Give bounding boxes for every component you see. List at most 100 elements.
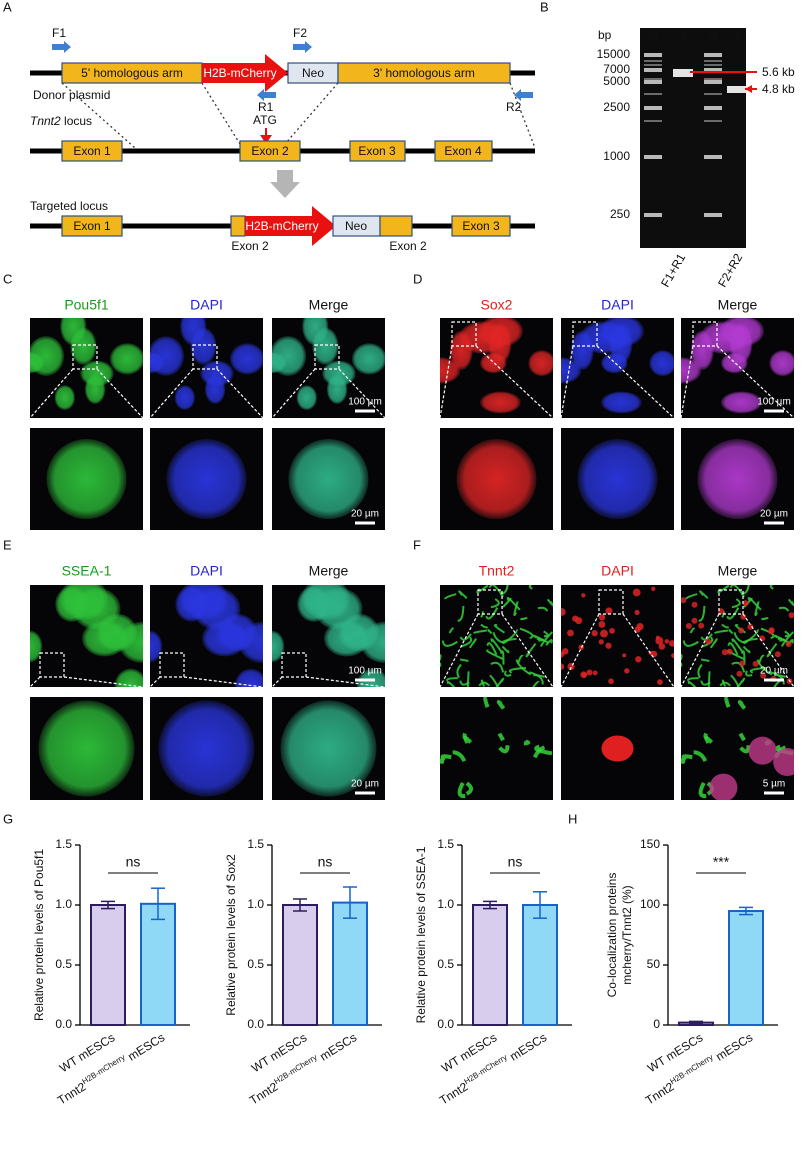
nucleus [740, 613, 747, 620]
fiber [682, 640, 699, 647]
y-axis-label: mcherry/Tnnt2 (%) [620, 885, 634, 984]
y-tick-label: 0 [653, 1017, 660, 1031]
zoom-line [596, 345, 675, 419]
fiber [681, 757, 686, 764]
y-tick-label: 0.0 [55, 1017, 72, 1031]
fiber [520, 616, 528, 621]
colony [55, 586, 88, 622]
fiber [747, 597, 762, 611]
ladder-band [704, 106, 722, 110]
fiber [452, 750, 467, 762]
primer-arrow [293, 41, 312, 53]
nucleus [580, 671, 588, 679]
fiber [773, 634, 790, 644]
nucleus [561, 663, 565, 670]
fiber [504, 670, 512, 677]
fiber [784, 630, 790, 638]
targeted-label: Targeted locus [30, 199, 108, 213]
panel-label: F [413, 537, 421, 552]
ladder-band [704, 213, 722, 217]
fiber [440, 757, 445, 764]
fiber [499, 650, 505, 665]
colony [339, 613, 380, 652]
gene-name: Tnnt2 [30, 114, 61, 128]
fiber [468, 638, 477, 649]
fiber [687, 677, 699, 682]
mcherry-label: H2B-mCherry [245, 219, 318, 233]
primer-label: R1 [258, 100, 274, 114]
y-tick-label: 0.0 [247, 1017, 264, 1031]
fiber [766, 642, 778, 658]
micrograph-content [272, 318, 385, 410]
fiber [731, 598, 741, 609]
y-axis-label: Co-localization proteins [605, 873, 619, 998]
ladder-band [704, 68, 722, 72]
fiber [485, 607, 499, 620]
nucleus [651, 586, 656, 591]
y-tick-label: 150 [640, 837, 660, 851]
colony [109, 343, 143, 375]
nucleus [632, 588, 641, 597]
y-tick-label: 1.0 [247, 897, 264, 911]
nucleus [635, 656, 642, 663]
scale-bar-label: 100 µm [348, 666, 382, 677]
nucleus [605, 642, 612, 649]
micrograph-content [440, 585, 553, 687]
micrograph-content [561, 318, 674, 414]
zoom-line [271, 676, 283, 688]
colony [478, 318, 523, 347]
nucleus [658, 643, 666, 650]
panel-label: D [413, 271, 422, 286]
colony [217, 613, 258, 652]
fiber [699, 590, 709, 600]
colony [769, 350, 794, 377]
fiber [515, 659, 532, 676]
nucleus [601, 735, 634, 762]
fiber [492, 632, 505, 645]
zoom-box [314, 344, 340, 370]
fiber [777, 637, 785, 642]
zoom-line [216, 368, 264, 419]
colony [690, 330, 714, 371]
ladder-band [704, 60, 722, 62]
label-part: mESCs [123, 1030, 168, 1065]
micrograph-content [30, 318, 143, 410]
y-tick-label: 0.5 [247, 957, 264, 971]
fiber [756, 659, 773, 676]
bar [332, 901, 368, 1026]
ladder-band [644, 64, 662, 66]
fiber [681, 754, 693, 761]
colony [97, 613, 138, 652]
nucleus [709, 773, 738, 800]
ladder-label: 5000 [603, 74, 630, 88]
fiber [456, 663, 462, 679]
nucleus [785, 640, 792, 647]
nucleus [609, 628, 615, 634]
fiber [758, 654, 765, 664]
fiber [739, 745, 751, 754]
nucleus [752, 660, 759, 667]
fiber [736, 677, 746, 687]
ladder-band [644, 78, 662, 80]
ladder-band [644, 213, 662, 217]
channel-title: DAPI [190, 563, 223, 579]
lane-label: 1 [680, 28, 687, 42]
colony [697, 439, 778, 519]
nucleus [788, 612, 794, 619]
fiber [737, 699, 747, 710]
significance-label: ns [508, 854, 523, 870]
fiber [493, 624, 505, 634]
colony [229, 343, 263, 375]
fiber [681, 653, 683, 661]
micrograph-content [681, 697, 794, 800]
ladder-band [704, 64, 722, 66]
channel-title: Merge [309, 297, 349, 313]
fiber [730, 674, 740, 687]
homology-line [61, 82, 136, 149]
nucleus [738, 627, 745, 634]
fiber [724, 697, 731, 708]
fiber [529, 671, 544, 685]
ladder-label: 7000 [603, 62, 630, 76]
label-part: mESCs [315, 1030, 360, 1065]
colony [351, 343, 385, 375]
